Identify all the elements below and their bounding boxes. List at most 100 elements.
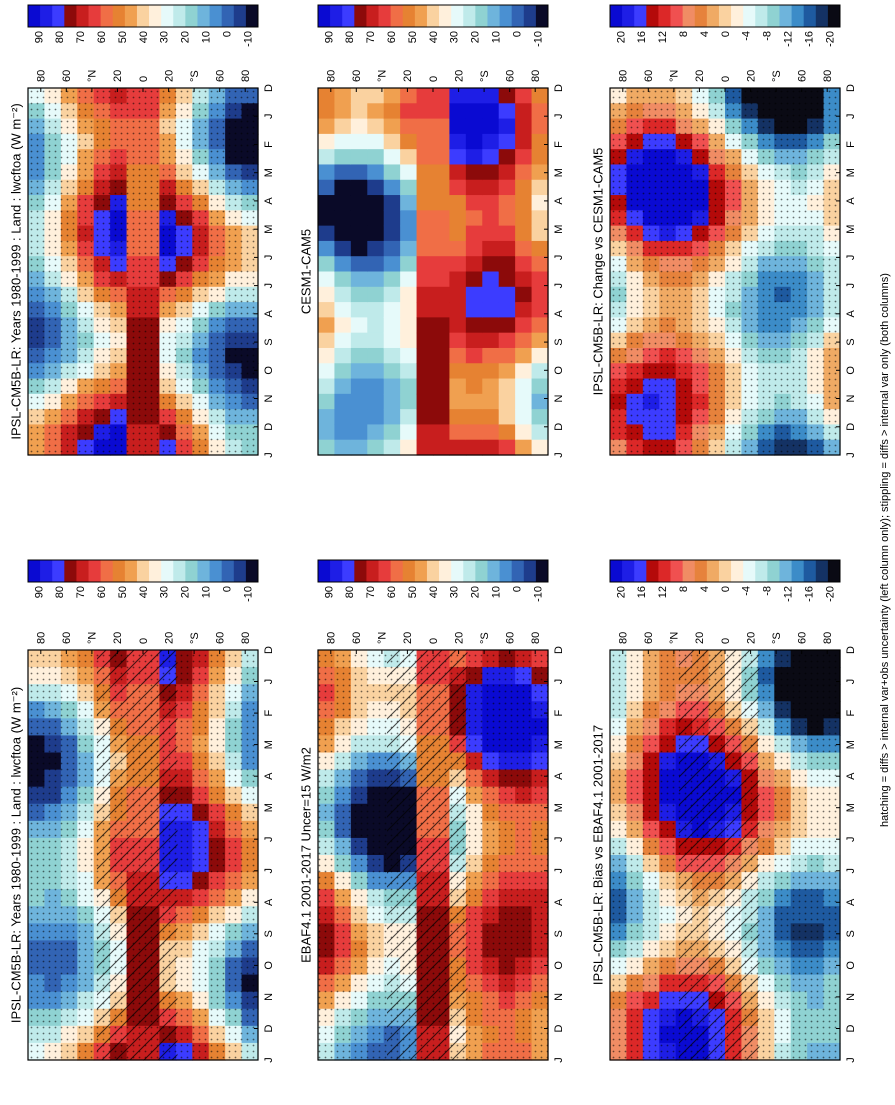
- heatmap-cell: [449, 240, 467, 257]
- heatmap-cell: [531, 347, 549, 364]
- heatmap-cell: [400, 424, 418, 441]
- heatmap-cell: [383, 164, 401, 181]
- month-tick-label: A: [263, 898, 275, 906]
- colorbar-swatch: [64, 560, 77, 582]
- heatmap-cell: [383, 363, 401, 380]
- heatmap-cell: [433, 302, 451, 318]
- heatmap-cell: [383, 378, 401, 395]
- heatmap-cell: [482, 240, 500, 257]
- heatmap-cell: [449, 225, 467, 242]
- heatmap-cell: [449, 118, 467, 135]
- month-tick-label: J: [553, 452, 565, 458]
- heatmap-cell: [350, 347, 368, 364]
- month-tick-label: A: [845, 197, 857, 205]
- heatmap-cell: [334, 210, 352, 227]
- lat-tick-label: 60: [215, 632, 227, 644]
- heatmap-cell: [400, 393, 418, 410]
- colorbar-swatch: [52, 5, 65, 27]
- heatmap-cell: [350, 332, 368, 349]
- heatmap-cell: [433, 363, 451, 380]
- month-tick-label: M: [553, 168, 565, 177]
- colorbar-swatch: [706, 560, 720, 582]
- heatmap-cell: [416, 439, 434, 456]
- heatmap-cell: [433, 103, 451, 120]
- month-tick-label: F: [263, 141, 275, 148]
- heatmap-cell: [367, 195, 385, 211]
- month-tick-label: A: [845, 309, 857, 317]
- month-tick-label: M: [263, 225, 275, 234]
- lat-tick-label: 80: [530, 70, 542, 82]
- heatmap-cell: [449, 103, 467, 120]
- colorbar-swatch: [390, 5, 404, 27]
- heatmap-cell: [318, 88, 336, 104]
- heatmap-cell: [383, 271, 401, 288]
- heatmap-cell: [334, 118, 352, 135]
- heatmap-cell: [433, 240, 451, 257]
- heatmap-cell: [498, 363, 516, 380]
- heatmap-cell: [334, 271, 352, 288]
- colorbar-tick-label: 20: [615, 31, 627, 43]
- stippling-overlay: [610, 88, 840, 455]
- month-tick-label: D: [845, 84, 857, 92]
- month-tick-label: F: [263, 709, 275, 716]
- heatmap-cell: [350, 317, 368, 334]
- colorbar-tick-label: 90: [33, 586, 45, 598]
- heatmap-cell: [515, 256, 533, 273]
- colorbar-tick-label: -8: [762, 31, 774, 41]
- month-tick-label: N: [553, 394, 565, 402]
- heatmap-cell: [482, 225, 500, 242]
- month-tick-label: S: [845, 338, 857, 345]
- heatmap-cell: [400, 118, 418, 135]
- month-tick-label: N: [263, 394, 275, 402]
- lat-tick-label: 80: [36, 632, 48, 644]
- colorbar-tick-label: 10: [491, 586, 503, 598]
- colorbar-tick-label: -20: [824, 586, 836, 602]
- month-tick-label: S: [263, 930, 275, 937]
- lat-tick-label: 80: [326, 632, 338, 644]
- heatmap-cell: [383, 240, 401, 257]
- heatmap-cell: [400, 378, 418, 395]
- heatmap-cell: [416, 378, 434, 395]
- colorbar-swatch: [233, 5, 247, 27]
- colorbar-swatch: [670, 560, 684, 582]
- colorbar-swatch: [658, 560, 671, 582]
- heatmap-cell: [531, 240, 549, 257]
- colorbar-tick-label: 8: [678, 31, 690, 37]
- hatching-overlay: [679, 650, 760, 1060]
- colorbar-tick-label: 40: [428, 31, 440, 43]
- month-tick-label: J: [845, 255, 857, 261]
- heatmap-cell: [465, 439, 483, 456]
- colorbar-swatch: [124, 5, 138, 27]
- heatmap-cell: [531, 149, 549, 166]
- colorbar-swatch: [718, 5, 732, 27]
- month-tick-label: J: [263, 868, 275, 874]
- heatmap-cell: [498, 347, 516, 364]
- heatmap-cell: [416, 393, 434, 410]
- colorbar-swatch: [185, 5, 198, 27]
- colorbar: 20 16 12 8 4 0 -4 -8 -12 -16 -20: [609, 4, 841, 47]
- heatmap-cell: [498, 409, 516, 426]
- colorbar-tick-label: 8: [678, 586, 690, 592]
- heatmap-cell: [433, 424, 451, 441]
- lat-tick-label: 80: [326, 70, 338, 82]
- heatmap-cell: [449, 409, 467, 426]
- month-tick-label: N: [553, 993, 565, 1001]
- heatmap-cell: [416, 317, 434, 334]
- heatmap-cell: [482, 378, 500, 395]
- colorbar-swatch: [52, 560, 65, 582]
- heatmap-cell: [318, 103, 336, 120]
- heatmap-cell: [400, 271, 418, 288]
- heatmap-cell: [367, 103, 385, 120]
- heatmap-cell: [498, 302, 516, 318]
- heatmap-cell: [482, 133, 500, 150]
- heatmap-cell: [433, 378, 451, 395]
- heatmap-cell: [367, 164, 385, 181]
- heatmap-cell: [433, 347, 451, 364]
- colorbar-swatch: [100, 560, 114, 582]
- lat-tick-label: 20: [402, 70, 414, 82]
- heatmap-cell: [318, 118, 336, 135]
- lat-tick-label: 0: [428, 76, 440, 82]
- month-tick-label: J: [845, 679, 857, 685]
- heatmap-cell: [482, 332, 500, 349]
- colorbar-swatch: [815, 560, 829, 582]
